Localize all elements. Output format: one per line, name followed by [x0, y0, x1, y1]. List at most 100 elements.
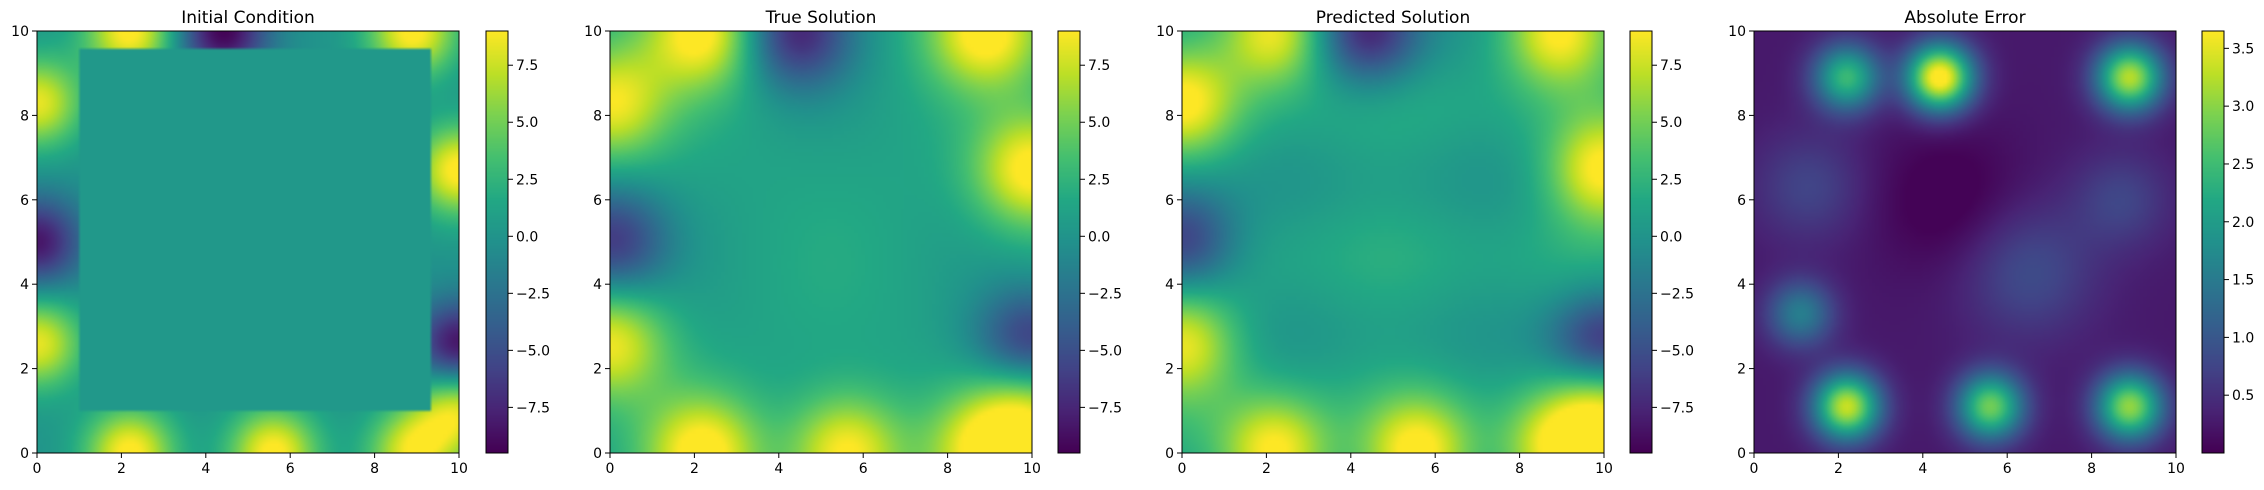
x-tick-label: 4 — [201, 461, 210, 477]
colorbar-tick-label: 0.0 — [516, 229, 538, 245]
y-tick-label: 2 — [1737, 362, 1746, 378]
colorbar-gradient — [2202, 31, 2224, 453]
colorbar-tick-label: 3.0 — [2232, 99, 2254, 115]
panel-predicted: Predicted Solution 0 2 4 6 8 10 0 2 4 6 8 10 7.5 5.0 2.… — [1156, 8, 1694, 477]
x-tick-label: 8 — [943, 461, 952, 477]
heatmap-image — [37, 31, 459, 453]
x-tick-label: 4 — [1346, 461, 1355, 477]
y-tick-label: 10 — [11, 24, 29, 40]
y-tick-label: 0 — [1737, 446, 1746, 462]
colorbar-tick-label: −7.5 — [1660, 400, 1694, 416]
plot-frame — [1753, 30, 2177, 454]
y-tick-label: 8 — [1737, 108, 1746, 124]
colorbar-tick-label: 0.5 — [2232, 388, 2254, 404]
x-tick-label: 4 — [1918, 461, 1927, 477]
plot-frame — [36, 30, 460, 454]
colorbar-tick-label: 2.0 — [2232, 215, 2254, 231]
y-tick-label: 0 — [20, 446, 29, 462]
y-tick-label: 6 — [1165, 193, 1174, 209]
colorbar-tick-label: 7.5 — [1660, 58, 1682, 74]
y-tick-label: 10 — [1156, 24, 1174, 40]
y-tick-label: 2 — [593, 362, 602, 378]
colorbar-gradient — [1058, 31, 1080, 453]
colorbar-tick-label: −7.5 — [1088, 400, 1122, 416]
colorbar-tick-label: 2.5 — [1088, 172, 1110, 188]
colorbar: 7.5 5.0 2.5 0.0 −2.5 −5.0 −7.5 — [1057, 30, 1122, 454]
colorbar-frame — [1629, 30, 1653, 454]
panel-true: True Solution 0 2 4 6 8 10 0 2 4 6 8 10 7.5 5.0 2.5 0.0 −… — [584, 8, 1122, 477]
colorbar-tick-label: 3.5 — [2232, 41, 2254, 57]
panel-title: Initial Condition — [181, 8, 315, 28]
x-tick-label: 0 — [606, 461, 615, 477]
panel-title: True Solution — [765, 8, 877, 28]
colorbar-tick-label: −2.5 — [516, 286, 550, 302]
y-tick-label: 0 — [593, 446, 602, 462]
colorbar-tick-label: 5.0 — [1660, 115, 1682, 131]
colorbar-tick-label: 2.5 — [1660, 172, 1682, 188]
colorbar-frame — [2201, 30, 2225, 454]
colorbar-tick-label: 5.0 — [516, 115, 538, 131]
x-tick-label: 10 — [1023, 461, 1041, 477]
y-tick-label: 4 — [1737, 277, 1746, 293]
x-tick-label: 2 — [1262, 461, 1271, 477]
x-tick-label: 6 — [859, 461, 868, 477]
y-tick-label: 6 — [20, 193, 29, 209]
x-tick-label: 6 — [286, 461, 295, 477]
heatmap-image — [1754, 31, 2176, 453]
colorbar: 7.5 5.0 2.5 0.0 −2.5 −5.0 −7.5 — [485, 30, 550, 454]
x-tick-label: 0 — [1750, 461, 1759, 477]
colorbar-frame — [1057, 30, 1081, 454]
y-tick-label: 2 — [1165, 362, 1174, 378]
heatmap-image — [1182, 31, 1604, 453]
y-tick-label: 8 — [20, 108, 29, 124]
x-tick-label: 4 — [774, 461, 783, 477]
panel-title: Absolute Error — [1904, 8, 2025, 28]
figure-panels: Initial Condition 0 2 4 6 8 10 0 2 4 6 8 10 7.5 5.0 2.5… — [11, 8, 2254, 477]
x-tick-label: 6 — [1431, 461, 1440, 477]
y-tick-label: 6 — [593, 193, 602, 209]
colorbar: 7.5 5.0 2.5 0.0 −2.5 −5.0 −7.5 — [1629, 30, 1694, 454]
panel-error: Absolute Error 0 2 4 6 8 10 0 2 4 6 8 10 3.5 3.0 2.5 2.0… — [1728, 8, 2254, 477]
y-tick-label: 10 — [1728, 24, 1746, 40]
colorbar: 3.5 3.0 2.5 2.0 1.5 1.0 0.5 — [2201, 30, 2254, 454]
y-tick-label: 8 — [1165, 108, 1174, 124]
colorbar-tick-label: 0.0 — [1088, 229, 1110, 245]
colorbar-tick-label: 7.5 — [1088, 58, 1110, 74]
plot-frame — [609, 30, 1033, 454]
colorbar-tick-label: −5.0 — [516, 343, 550, 359]
colorbar-gradient — [1630, 31, 1652, 453]
panel-initial: Initial Condition 0 2 4 6 8 10 0 2 4 6 8 10 7.5 5.0 2.5… — [11, 8, 550, 477]
x-tick-label: 10 — [1595, 461, 1613, 477]
x-tick-label: 2 — [1834, 461, 1843, 477]
y-tick-label: 2 — [20, 362, 29, 378]
x-tick-label: 10 — [2167, 461, 2185, 477]
colorbar-tick-label: 2.5 — [516, 172, 538, 188]
y-tick-label: 0 — [1165, 446, 1174, 462]
y-tick-label: 8 — [593, 108, 602, 124]
y-tick-label: 4 — [20, 277, 29, 293]
x-tick-label: 0 — [1178, 461, 1187, 477]
x-tick-label: 0 — [33, 461, 42, 477]
x-tick-label: 8 — [1515, 461, 1524, 477]
colorbar-tick-label: −2.5 — [1660, 286, 1694, 302]
x-tick-label: 8 — [370, 461, 379, 477]
y-tick-label: 4 — [1165, 277, 1174, 293]
colorbar-tick-label: −2.5 — [1088, 286, 1122, 302]
y-tick-label: 10 — [584, 24, 602, 40]
x-tick-label: 6 — [2003, 461, 2012, 477]
colorbar-tick-label: 7.5 — [516, 58, 538, 74]
colorbar-tick-label: 1.5 — [2232, 273, 2254, 289]
heatmap-image — [610, 31, 1032, 453]
colorbar-frame — [485, 30, 509, 454]
colorbar-tick-label: 5.0 — [1088, 115, 1110, 131]
colorbar-tick-label: 0.0 — [1660, 229, 1682, 245]
panel-title: Predicted Solution — [1316, 8, 1470, 28]
x-tick-label: 8 — [2087, 461, 2096, 477]
colorbar-tick-label: 1.0 — [2232, 330, 2254, 346]
y-tick-label: 4 — [593, 277, 602, 293]
x-tick-label: 2 — [117, 461, 126, 477]
x-tick-label: 10 — [450, 461, 468, 477]
y-tick-label: 6 — [1737, 193, 1746, 209]
colorbar-tick-label: 2.5 — [2232, 157, 2254, 173]
